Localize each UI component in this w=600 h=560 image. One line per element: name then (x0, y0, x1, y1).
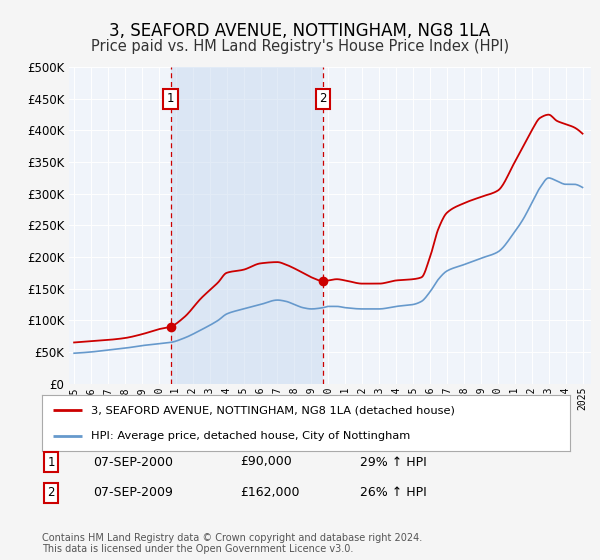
Text: 1: 1 (167, 92, 174, 105)
Text: 26% ↑ HPI: 26% ↑ HPI (360, 486, 427, 500)
Text: 3, SEAFORD AVENUE, NOTTINGHAM, NG8 1LA: 3, SEAFORD AVENUE, NOTTINGHAM, NG8 1LA (109, 22, 491, 40)
Text: Contains HM Land Registry data © Crown copyright and database right 2024.
This d: Contains HM Land Registry data © Crown c… (42, 533, 422, 554)
Text: £90,000: £90,000 (240, 455, 292, 469)
Text: 07-SEP-2000: 07-SEP-2000 (93, 455, 173, 469)
Text: 1: 1 (47, 455, 55, 469)
Text: 07-SEP-2009: 07-SEP-2009 (93, 486, 173, 500)
Text: 29% ↑ HPI: 29% ↑ HPI (360, 455, 427, 469)
Text: 3, SEAFORD AVENUE, NOTTINGHAM, NG8 1LA (detached house): 3, SEAFORD AVENUE, NOTTINGHAM, NG8 1LA (… (91, 405, 454, 416)
Text: £162,000: £162,000 (240, 486, 299, 500)
Text: Price paid vs. HM Land Registry's House Price Index (HPI): Price paid vs. HM Land Registry's House … (91, 39, 509, 54)
Text: 2: 2 (47, 486, 55, 500)
Bar (170, 67, 323, 384)
Text: 2: 2 (319, 92, 327, 105)
Text: HPI: Average price, detached house, City of Nottingham: HPI: Average price, detached house, City… (91, 431, 410, 441)
